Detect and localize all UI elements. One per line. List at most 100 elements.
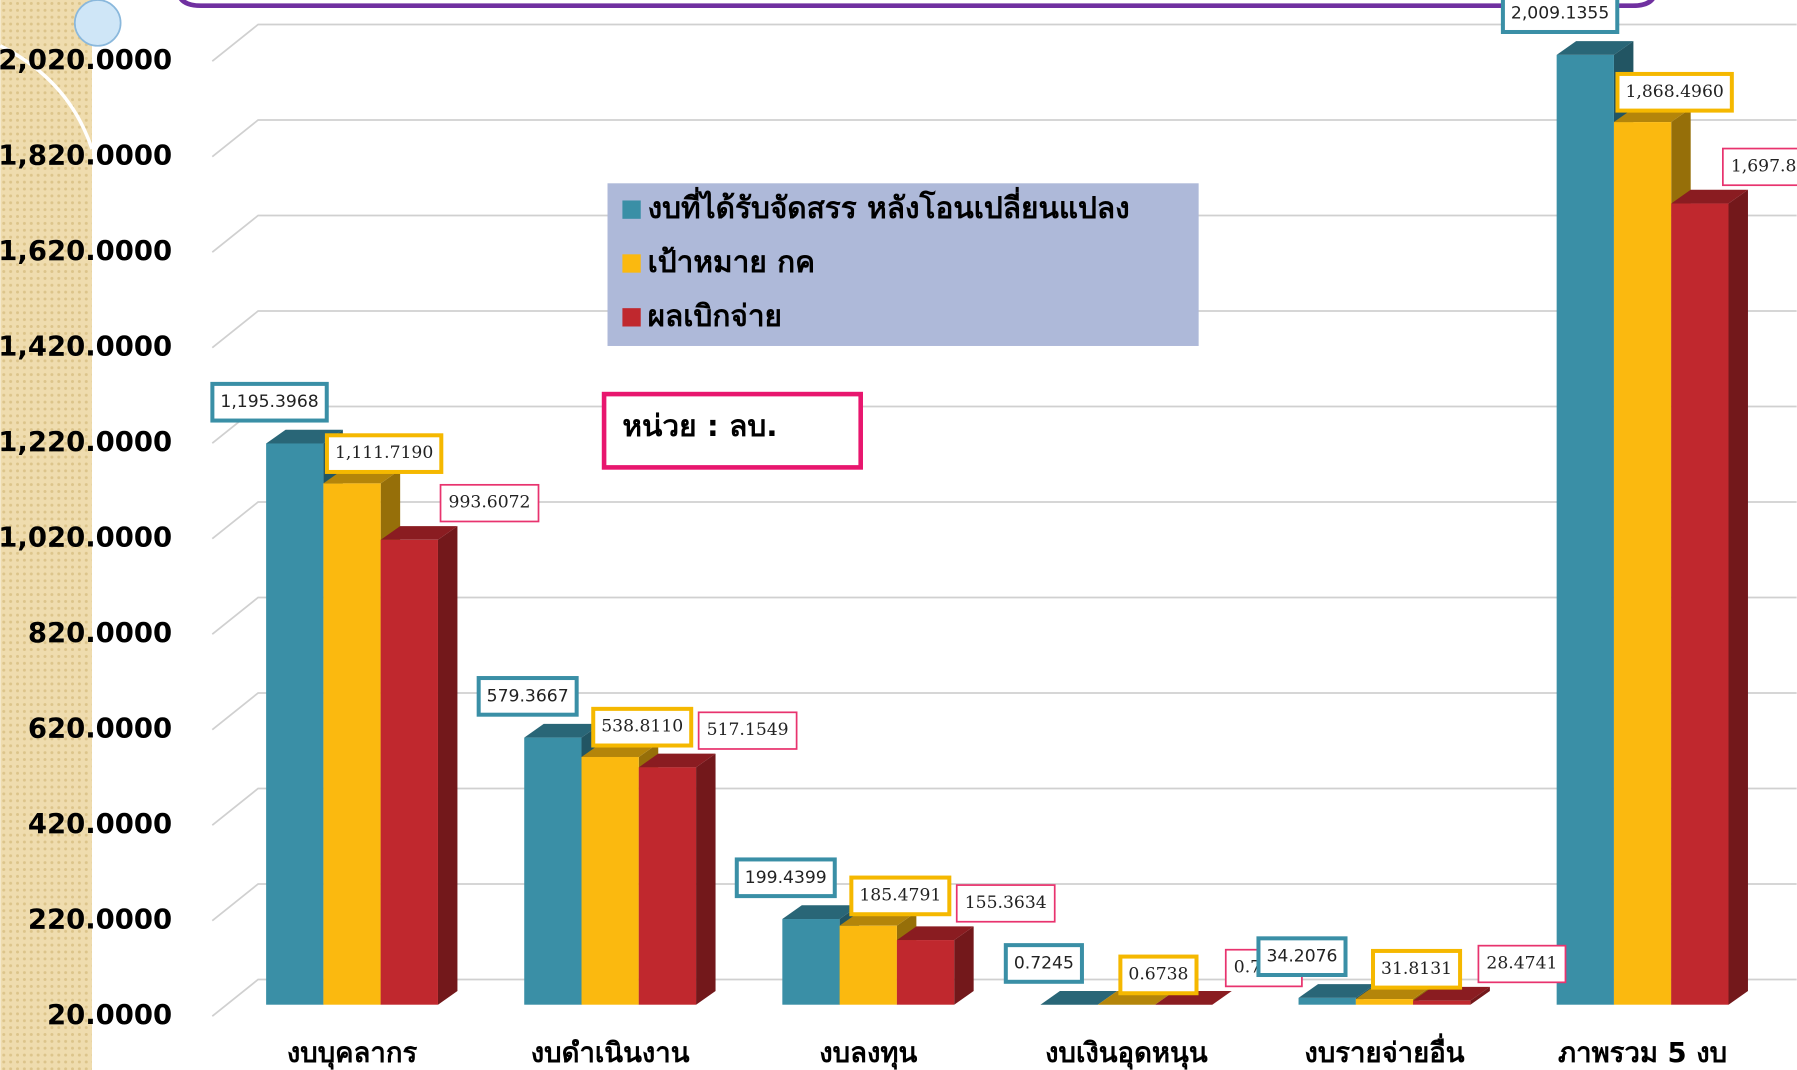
label-box bbox=[1615, 71, 1734, 113]
decor-curve bbox=[0, 44, 94, 150]
bar-top bbox=[638, 753, 716, 768]
data-label: 1,111.7190 bbox=[335, 443, 433, 463]
bar bbox=[782, 919, 840, 1005]
grid-line bbox=[211, 23, 1797, 62]
y-tick-label: 1,220.0000 bbox=[0, 426, 172, 458]
y-tick-label: 1,020.0000 bbox=[0, 522, 172, 554]
label-box bbox=[1118, 954, 1199, 996]
y-tick-label: 20.0000 bbox=[47, 999, 172, 1031]
grid-line bbox=[211, 501, 1797, 540]
y-tick-label: 1,620.0000 bbox=[0, 235, 172, 267]
grid-line bbox=[211, 214, 1797, 253]
label-box bbox=[697, 711, 798, 750]
x-tick-label: งบเงินอุดหนุน bbox=[1045, 1037, 1208, 1070]
label-box bbox=[476, 676, 579, 717]
label-box bbox=[1477, 944, 1567, 984]
label-box bbox=[591, 706, 694, 748]
data-label: 34.2076 bbox=[1266, 947, 1337, 967]
bar bbox=[1671, 203, 1729, 1005]
bar-top bbox=[524, 723, 601, 738]
label-box bbox=[955, 884, 1056, 923]
label-box bbox=[439, 483, 540, 523]
label-box bbox=[1003, 943, 1084, 984]
y-tick-label: 620.0000 bbox=[28, 713, 172, 745]
legend-label: เป้าหมาย กค bbox=[648, 245, 815, 280]
y-tick-label: 420.0000 bbox=[28, 808, 172, 840]
bar-side bbox=[954, 926, 974, 1005]
bar-top bbox=[1413, 986, 1490, 1001]
data-label: 517.1549 bbox=[707, 720, 789, 740]
legend-swatch bbox=[622, 254, 641, 273]
label-box bbox=[324, 433, 444, 474]
bar-top bbox=[266, 429, 343, 444]
x-tick-label: งบดำเนินงาน bbox=[531, 1037, 690, 1069]
grid: 20.0000 220.0000 420.0000 620.0000 820.0000 1… bbox=[0, 23, 1797, 1031]
x-tick-label: งบบุคลากร bbox=[287, 1037, 418, 1070]
grid-line bbox=[211, 119, 1797, 158]
label-box bbox=[1371, 948, 1463, 990]
bar bbox=[839, 925, 897, 1005]
data-label: 1,868.4960 bbox=[1625, 82, 1723, 102]
bar bbox=[524, 737, 582, 1005]
legend: งบที่ได้รับจัดสรร หลังโอนเปลี่ยนแปลงเป้า… bbox=[622, 186, 1130, 334]
data-label: 993.6072 bbox=[449, 493, 531, 513]
bar-side bbox=[1728, 189, 1748, 1005]
x-tick-label: งบรายจ่ายอื่น bbox=[1304, 1033, 1464, 1069]
legend-label: ผลเบิกจ่าย bbox=[648, 299, 782, 334]
bar bbox=[380, 539, 438, 1005]
bars: งบบุคลากร งบดำเนินงาน งบลงทุน งบเงินอุดหนุน… bbox=[210, 0, 1797, 1070]
y-tick-label: 1,820.0000 bbox=[0, 140, 172, 172]
label-box bbox=[210, 381, 329, 423]
data-label: 185.4791 bbox=[859, 885, 941, 905]
legend-swatch bbox=[622, 200, 641, 219]
label-box bbox=[1256, 936, 1348, 978]
data-label: 28.4741 bbox=[1486, 953, 1557, 973]
legend-label: งบที่ได้รับจัดสรร หลังโอนเปลี่ยนแปลง bbox=[648, 186, 1130, 226]
bar bbox=[638, 767, 697, 1005]
label-box bbox=[1500, 0, 1620, 34]
bar-top bbox=[1298, 984, 1376, 998]
legend-box bbox=[607, 183, 1199, 346]
data-label: 1,697.8547 bbox=[1731, 156, 1797, 176]
unit-box bbox=[601, 391, 863, 470]
side-strip bbox=[0, 0, 92, 1070]
bar-top bbox=[782, 905, 860, 920]
bar bbox=[1413, 1000, 1471, 1005]
bar-side bbox=[437, 526, 458, 1005]
y-tick-label: 220.0000 bbox=[28, 904, 172, 936]
bar bbox=[266, 443, 324, 1005]
bar-top bbox=[896, 926, 974, 941]
data-label: 155.3634 bbox=[965, 893, 1047, 913]
label-box bbox=[849, 875, 952, 917]
decor-bubble bbox=[73, 0, 122, 47]
data-label: 538.8110 bbox=[601, 717, 683, 737]
data-label: 0.7245 bbox=[1014, 953, 1074, 973]
y-tick-label: 1,420.0000 bbox=[0, 331, 172, 363]
data-label: 579.3667 bbox=[487, 686, 569, 706]
bar-side bbox=[1470, 986, 1490, 1005]
bar-top bbox=[1671, 189, 1748, 204]
bar bbox=[1298, 997, 1356, 1005]
data-label: 2,009.1355 bbox=[1511, 4, 1609, 24]
grid-line bbox=[211, 310, 1797, 349]
banner bbox=[179, 0, 1655, 9]
label-box bbox=[734, 857, 837, 899]
data-label: 31.8131 bbox=[1381, 959, 1452, 979]
bar bbox=[1355, 999, 1414, 1005]
bar-top bbox=[1040, 990, 1118, 1005]
grid-line bbox=[211, 787, 1797, 826]
bar bbox=[1556, 54, 1614, 1005]
bar bbox=[581, 756, 639, 1005]
x-tick-label: งบลงทุน bbox=[819, 1037, 917, 1070]
y-tick-label: 820.0000 bbox=[28, 617, 172, 649]
legend-swatch bbox=[622, 308, 641, 327]
data-label: 0.6738 bbox=[1128, 964, 1188, 984]
bar-top bbox=[1556, 41, 1634, 55]
data-label: 1,195.3968 bbox=[220, 392, 318, 412]
bar-side bbox=[696, 753, 716, 1005]
bar bbox=[1613, 122, 1672, 1005]
bar-top bbox=[380, 526, 458, 540]
x-tick-label: ภาพรวม 5 งบ bbox=[1558, 1037, 1727, 1069]
unit-label: หน่วย : ลบ. bbox=[622, 409, 777, 444]
